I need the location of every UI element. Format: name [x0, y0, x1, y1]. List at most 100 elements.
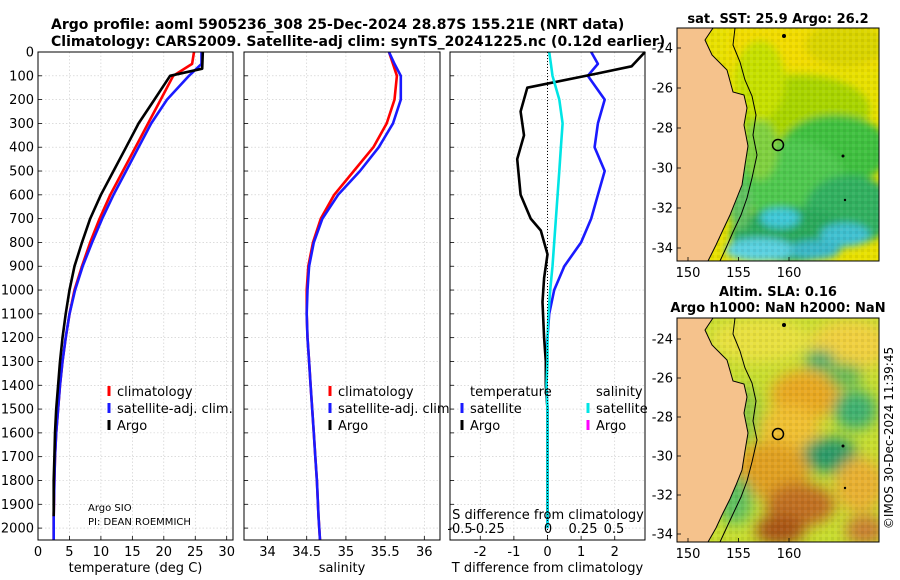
y-tick-label: 700 [9, 212, 34, 227]
x-tick-label: 34.5 [292, 545, 321, 560]
legend-label: climatology [338, 385, 414, 400]
map-y-tick-label: -26 [652, 82, 673, 97]
x-tick-label: 0 [34, 545, 42, 560]
header-line-1: Argo profile: aoml 5905236_308 25-Dec-20… [51, 17, 624, 33]
shelf-contour-sla [719, 318, 758, 542]
x-tick-label: 36 [416, 545, 433, 560]
x-tick-label: -1 [507, 545, 520, 560]
y-tick-label: 1400 [1, 379, 34, 394]
map-y-tick-label: -34 [652, 242, 673, 257]
map-y-tick-label: -30 [652, 162, 673, 177]
map-x-tick-label: 155 [726, 547, 751, 562]
map-x-tick-label: 160 [777, 547, 802, 562]
y-tick-label: 100 [9, 69, 34, 84]
y-tick-label: 1100 [1, 307, 34, 322]
x-tick-label: 30 [218, 545, 235, 560]
sst-map-axes: 150 155 160 -24 -26 -28 -30 -32 -34 [652, 42, 802, 282]
legend-label: Argo [596, 419, 626, 434]
y-tick-label: 2000 [1, 522, 34, 537]
y-tick-label: 300 [9, 117, 34, 132]
legend-label: climatology [117, 385, 193, 400]
coastline-sla [704, 318, 749, 542]
y-tick-label: 1700 [1, 450, 34, 465]
x-tick-label: 10 [93, 545, 110, 560]
shelf-contour-sst [719, 28, 758, 261]
map-y-tick-label: -30 [652, 450, 673, 465]
x-tick-label: 1 [577, 545, 585, 560]
salinity-panel: 34 34.5 35 35.5 36 salinity climatology satelli… [243, 51, 454, 576]
sla-map-subtitle: Argo h1000: NaN h2000: NaN [670, 301, 885, 316]
x-tick-label: 35.5 [371, 545, 400, 560]
y-tick-label: 1000 [1, 284, 34, 299]
legend-title-salinity: salinity [596, 385, 643, 400]
map-y-tick-label: -28 [652, 411, 673, 426]
difference-panel: -2 -1 0 1 2T difference from climatology temp… [447, 51, 648, 576]
y-tick-label: 1200 [1, 331, 34, 346]
y-tick-label: 200 [9, 93, 34, 108]
map-y-tick-label: -34 [652, 528, 673, 543]
legend-label: Argo [117, 419, 147, 434]
plot-frame [37, 51, 234, 541]
argo-position-marker-sst [771, 138, 785, 152]
credit-institution: Argo SIO [88, 503, 132, 514]
plot-area [38, 52, 233, 540]
x-tick-label: 15 [124, 545, 141, 560]
top-axis-tick-label: 0.5 [604, 522, 625, 537]
legend-label: satellite [596, 402, 648, 417]
plot-area [244, 52, 440, 540]
map-y-tick-label: -24 [652, 333, 673, 348]
legend-label: satellite-adj. clim. [117, 402, 233, 417]
y-tick-label: 1900 [1, 498, 34, 513]
top-axis-tick-label: -0.25 [471, 522, 505, 537]
y-tick-label: 800 [9, 236, 34, 251]
imos-watermark: ©IMOS 30-Dec-2024 11:39:45 [882, 347, 896, 529]
map-y-tick-label: -24 [652, 42, 673, 57]
map-x-tick-label: 160 [777, 266, 802, 281]
top-axis-tick-label: -0.5 [447, 522, 472, 537]
temperature-panel: 0 5 10 15 20 25 300100200300400500600700800900… [1, 46, 235, 577]
legend-label: satellite-adj. clim. [338, 402, 454, 417]
x-tick-label: 34 [259, 545, 276, 560]
map-y-tick-label: -26 [652, 372, 673, 387]
x-tick-label: 5 [65, 545, 73, 560]
series-line-argo [52, 51, 205, 517]
x-tick-label: 35 [338, 545, 355, 560]
series-line-satellite-adj-clim- [305, 51, 403, 541]
argo-position-marker-sla [771, 427, 785, 441]
map-y-tick-label: -32 [652, 489, 673, 504]
land-area-sst [677, 28, 748, 261]
top-axis-label: S difference from climatology [452, 508, 644, 523]
map-y-tick-label: -28 [652, 122, 673, 137]
y-tick-label: 1600 [1, 426, 34, 441]
x-tick-label: 2 [611, 545, 619, 560]
legend-title-temperature: temperature [470, 385, 552, 400]
y-tick-label: 1500 [1, 403, 34, 418]
land-area-sla [677, 318, 748, 542]
header-line-2: Climatology: CARS2009. Satellite-adj cli… [51, 34, 665, 50]
sla-map-axes: 150 155 160 -24 -26 -28 -30 -32 -34 [652, 333, 802, 563]
plot-frame [243, 51, 441, 541]
legend-label: Argo [470, 419, 500, 434]
map-x-tick-label: 150 [676, 266, 701, 281]
x-axis-label: T difference from climatology [451, 561, 644, 576]
y-tick-label: 1300 [1, 355, 34, 370]
map-x-tick-label: 155 [726, 266, 751, 281]
legend-label: satellite [470, 402, 522, 417]
x-tick-label: 25 [187, 545, 204, 560]
sst-map [676, 27, 880, 262]
y-tick-label: 1800 [1, 474, 34, 489]
sla-map [676, 317, 880, 543]
y-tick-label: 0 [26, 46, 34, 61]
coastline-sst [704, 28, 749, 261]
sst-map-title: sat. SST: 25.9 Argo: 26.2 [687, 12, 868, 27]
y-tick-label: 400 [9, 141, 34, 156]
x-axis-label: salinity [319, 561, 366, 576]
y-tick-label: 600 [9, 188, 34, 203]
x-tick-label: 0 [543, 545, 551, 560]
top-axis-tick-label: 0 [544, 522, 552, 537]
y-tick-label: 500 [9, 165, 34, 180]
x-tick-label: 20 [156, 545, 173, 560]
map-y-tick-label: -32 [652, 202, 673, 217]
x-axis-label: temperature (deg C) [69, 561, 203, 576]
y-tick-label: 900 [9, 260, 34, 275]
